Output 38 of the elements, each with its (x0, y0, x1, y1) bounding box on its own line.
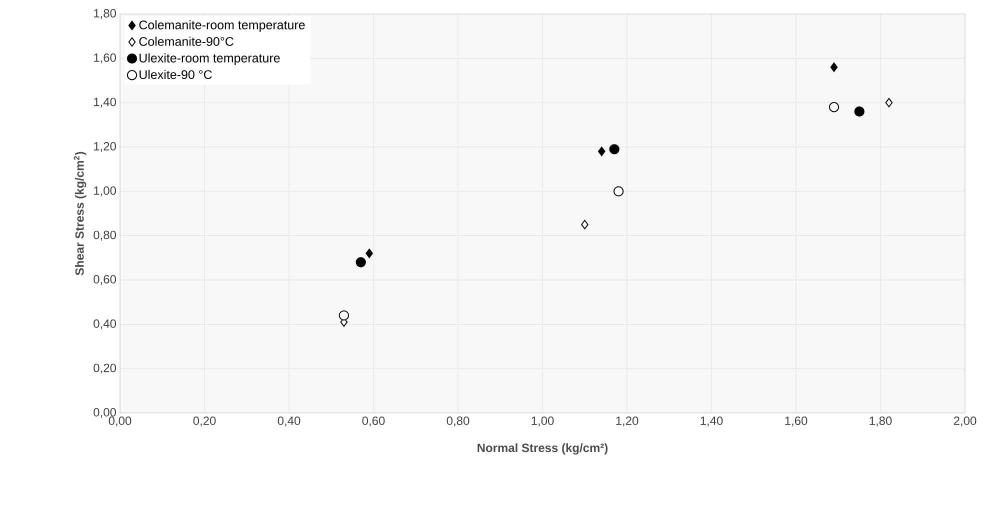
x-tick-label: 0,60 (362, 416, 385, 426)
y-tick-label: 1,00 (94, 186, 116, 196)
point (356, 257, 366, 268)
point (598, 146, 606, 156)
x-axis-title: Normal Stress (kg/cm²) (478, 443, 608, 455)
x-tick-label: 1,20 (616, 416, 638, 426)
x-tick-label: 0,40 (278, 416, 300, 426)
legend-label: Colemanite-90°C (139, 36, 234, 46)
y-tick-label: 0,20 (94, 364, 116, 374)
point (830, 62, 838, 72)
x-tick-label: 2,00 (954, 416, 976, 426)
x-tick-label: 1,40 (700, 416, 723, 426)
y-tick-label: 1,80 (94, 9, 116, 19)
x-tick-label: 1,00 (532, 416, 554, 426)
x-tick-label: 0,20 (193, 416, 216, 426)
legend-label: Colemanite-room temperature (139, 20, 305, 32)
y-tick-label: 0,00 (94, 408, 116, 418)
y-tick-label: 1,20 (94, 142, 116, 152)
x-tick-label: 1,80 (870, 416, 892, 426)
point (828, 102, 840, 112)
point (854, 106, 864, 117)
y-tick-label: 0,40 (94, 319, 116, 330)
point (613, 186, 624, 196)
point (885, 98, 893, 108)
x-tick-label: 1,60 (785, 416, 808, 426)
y-tick-label: 1,60 (94, 53, 116, 64)
y-axis-title: Shear Stress (kg/cm$^{2}$) (74, 152, 86, 276)
point (581, 220, 588, 230)
point (609, 144, 620, 154)
y-tick-label: 0,80 (94, 230, 116, 241)
y-tick-label: 1,40 (94, 98, 116, 108)
point (338, 310, 350, 321)
y-tick-label: 0,60 (94, 275, 116, 285)
x-tick-label: 0,80 (446, 416, 470, 426)
legend-label: Ulexite-90 °C (140, 70, 212, 80)
legend-label: Ulexite-room temperature (140, 53, 280, 65)
x-tick-label: 0,00 (108, 416, 132, 426)
point (366, 248, 373, 258)
